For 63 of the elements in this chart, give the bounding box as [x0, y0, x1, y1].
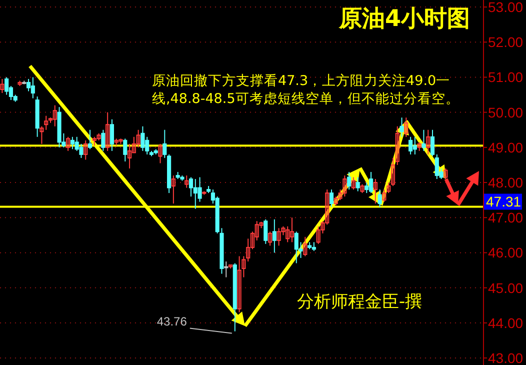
candlestick — [368, 171, 374, 194]
y-tick-label: 52.00 — [488, 34, 524, 50]
candlestick — [347, 171, 352, 190]
candlestick — [408, 136, 413, 155]
y-tick-label: 45.00 — [488, 280, 524, 296]
annotation: 43.76 — [156, 314, 188, 328]
candlestick — [422, 129, 426, 152]
candlestick — [30, 76, 35, 99]
candlestick — [162, 129, 167, 158]
y-tick-label: 53.00 — [488, 0, 524, 16]
candlestick — [329, 189, 334, 208]
candlestick — [66, 136, 70, 152]
candlestick — [140, 126, 145, 152]
candlestick — [412, 136, 417, 155]
candlestick — [268, 231, 272, 246]
candlestick — [171, 174, 176, 204]
y-tick-label: 48.00 — [488, 174, 524, 190]
candlestick — [404, 117, 408, 138]
candlestick — [26, 78, 31, 92]
y-tick-label: 50.00 — [488, 104, 524, 120]
y-tick-label: 43.00 — [488, 350, 524, 365]
candlestick — [123, 138, 128, 162]
candlestick — [400, 117, 404, 138]
candlestick — [390, 157, 396, 187]
annotation: 原油回撤下方支撑看47.3，上方阻力关注49.0一线,48.8-48.5可考虑短线空单，但不能过分看空。 — [152, 72, 460, 108]
candlestick — [188, 176, 194, 198]
ref-label: 47.31 — [484, 194, 522, 210]
candlestick — [356, 176, 360, 192]
candlestick — [101, 129, 106, 152]
candlestick — [373, 178, 378, 204]
annotation: 分析师程金臣-撰 — [297, 291, 422, 313]
y-tick-label: 51.00 — [488, 69, 524, 86]
candlestick — [4, 76, 9, 96]
candlestick — [378, 189, 382, 208]
candlestick — [127, 143, 132, 169]
candlestick — [303, 236, 308, 257]
y-tick-label: 46.00 — [488, 244, 524, 261]
candlestick — [351, 176, 356, 190]
candlestick — [364, 182, 369, 194]
candlestick — [52, 104, 57, 127]
candlestick — [264, 218, 268, 244]
y-tick-label: 47.00 — [488, 210, 524, 226]
y-tick-label: 44.00 — [488, 314, 524, 331]
candlestick — [272, 218, 276, 254]
y-tick-label: 49.00 — [488, 139, 524, 156]
candlestick — [0, 78, 4, 94]
candlestick — [395, 126, 400, 166]
candlestick — [430, 129, 435, 157]
candlestick — [386, 182, 391, 194]
candlestick — [88, 129, 92, 150]
candlestick — [444, 168, 448, 180]
candlestick — [184, 174, 189, 188]
candlestick — [382, 189, 386, 202]
candlestick — [84, 140, 88, 160]
candlestick — [237, 256, 242, 313]
candlestick — [224, 260, 228, 278]
candlestick — [426, 129, 430, 155]
candlestick — [290, 217, 294, 243]
title: 原油4小时图 — [338, 6, 470, 32]
candlestick — [342, 174, 347, 198]
candlestick — [158, 143, 162, 164]
candlestick — [110, 118, 114, 152]
candlestick — [106, 112, 110, 152]
